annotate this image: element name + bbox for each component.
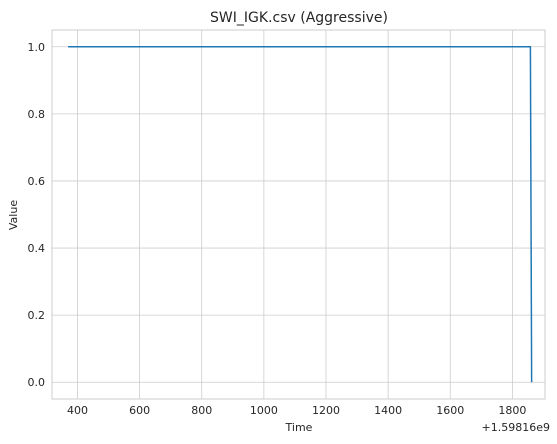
chart-title: SWI_IGK.csv (Aggressive) (210, 10, 388, 26)
series-line (68, 46, 533, 383)
x-tick-label: 1000 (250, 404, 278, 417)
x-axis-offset-label: +1.59816e9 (482, 421, 550, 434)
y-tick-labels: 0.0 0.2 0.4 0.6 0.8 1.0 (28, 41, 46, 389)
x-tick-label: 1800 (498, 404, 526, 417)
y-tick-label: 1.0 (28, 41, 46, 54)
x-grid (77, 30, 513, 399)
y-tick-label: 0.8 (28, 108, 46, 121)
y-tick-label: 0.0 (28, 376, 46, 389)
y-tick-label: 0.6 (28, 175, 46, 188)
x-tick-labels: 400 600 800 1000 1200 1400 1600 1800 (67, 404, 526, 417)
x-tick-label: 400 (67, 404, 88, 417)
x-tick-label: 1400 (374, 404, 402, 417)
plot-frame (51, 29, 546, 400)
x-axis-label: Time (285, 421, 313, 434)
y-tick-label: 0.4 (28, 242, 46, 255)
x-tick-label: 1200 (312, 404, 340, 417)
series-layer (68, 46, 533, 383)
x-tick-label: 600 (129, 404, 150, 417)
y-tick-label: 0.2 (28, 309, 46, 322)
x-tick-label: 1600 (436, 404, 464, 417)
y-axis-label: Value (7, 200, 20, 230)
x-tick-label: 800 (191, 404, 212, 417)
